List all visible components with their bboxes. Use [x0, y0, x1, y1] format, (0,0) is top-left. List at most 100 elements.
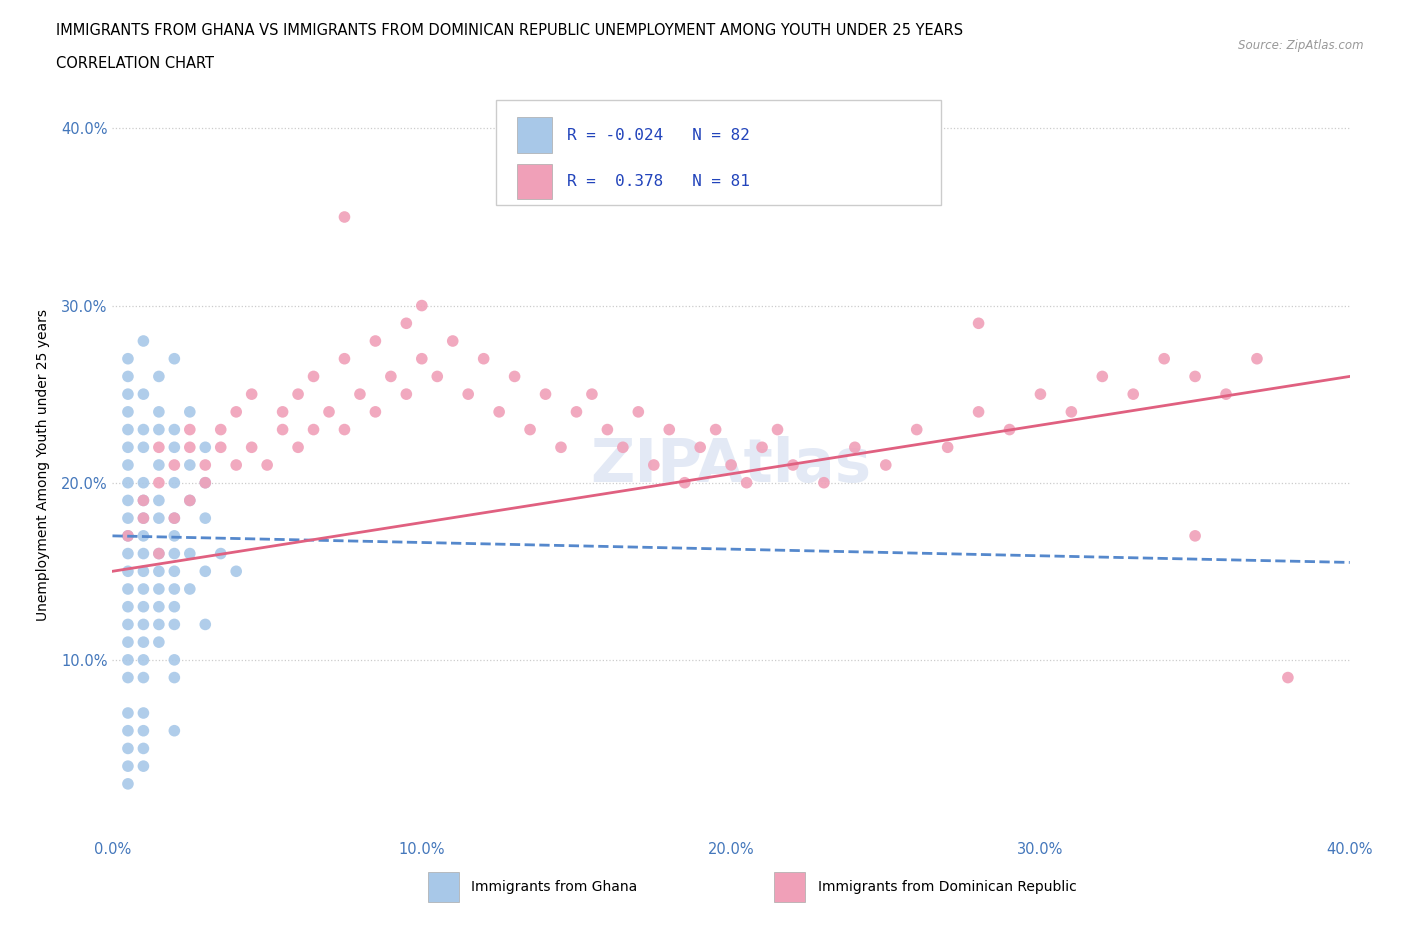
Point	[519, 422, 541, 437]
Point	[488, 405, 510, 419]
Point	[132, 634, 155, 649]
Point	[148, 634, 170, 649]
Point	[673, 475, 696, 490]
Point	[225, 405, 247, 419]
Point	[179, 405, 201, 419]
Point	[117, 458, 139, 472]
Point	[117, 671, 139, 685]
Point	[117, 475, 139, 490]
Point	[148, 581, 170, 596]
Point	[1184, 369, 1206, 384]
Point	[689, 440, 711, 455]
Point	[333, 422, 356, 437]
Point	[163, 458, 186, 472]
Point	[163, 671, 186, 685]
Point	[194, 617, 217, 631]
Point	[194, 564, 217, 578]
Point	[117, 653, 139, 668]
Point	[148, 599, 170, 614]
Point	[179, 581, 201, 596]
Point	[163, 475, 186, 490]
Point	[967, 316, 990, 331]
Point	[411, 299, 433, 313]
Point	[967, 405, 990, 419]
Point	[132, 581, 155, 596]
Text: IMMIGRANTS FROM GHANA VS IMMIGRANTS FROM DOMINICAN REPUBLIC UNEMPLOYMENT AMONG Y: IMMIGRANTS FROM GHANA VS IMMIGRANTS FROM…	[56, 23, 963, 38]
Point	[117, 759, 139, 774]
Point	[380, 369, 402, 384]
Point	[751, 440, 773, 455]
Point	[148, 493, 170, 508]
Point	[844, 440, 866, 455]
Point	[209, 440, 232, 455]
Point	[395, 316, 418, 331]
Point	[1277, 671, 1299, 685]
Point	[132, 599, 155, 614]
Point	[225, 564, 247, 578]
Point	[132, 759, 155, 774]
Point	[194, 475, 217, 490]
Point	[271, 405, 294, 419]
Point	[813, 475, 835, 490]
Point	[209, 546, 232, 561]
Text: Immigrants from Dominican Republic: Immigrants from Dominican Republic	[818, 880, 1077, 894]
Point	[163, 511, 186, 525]
Point	[1184, 528, 1206, 543]
Point	[735, 475, 758, 490]
Point	[627, 405, 650, 419]
Point	[132, 528, 155, 543]
Point	[163, 653, 186, 668]
Point	[441, 334, 464, 349]
Point	[117, 369, 139, 384]
Point	[117, 599, 139, 614]
Point	[148, 422, 170, 437]
FancyBboxPatch shape	[496, 100, 942, 205]
Point	[658, 422, 681, 437]
Point	[302, 422, 325, 437]
Bar	[517, 117, 551, 153]
Point	[163, 617, 186, 631]
Bar	[517, 164, 551, 199]
Point	[1153, 352, 1175, 366]
Point	[132, 617, 155, 631]
Point	[1060, 405, 1083, 419]
Point	[194, 440, 217, 455]
Point	[287, 387, 309, 402]
Point	[179, 493, 201, 508]
Point	[117, 777, 139, 791]
Point	[720, 458, 742, 472]
Point	[132, 653, 155, 668]
Point	[148, 511, 170, 525]
Point	[163, 352, 186, 366]
Point	[117, 634, 139, 649]
Point	[132, 564, 155, 578]
Point	[472, 352, 495, 366]
Point	[194, 475, 217, 490]
Point	[256, 458, 278, 472]
Point	[132, 422, 155, 437]
Point	[132, 724, 155, 738]
Point	[782, 458, 804, 472]
Point	[179, 440, 201, 455]
Point	[287, 440, 309, 455]
Point	[240, 387, 263, 402]
Point	[225, 458, 247, 472]
Point	[163, 528, 186, 543]
Point	[132, 440, 155, 455]
Point	[179, 493, 201, 508]
Point	[132, 671, 155, 685]
Point	[302, 369, 325, 384]
Point	[132, 475, 155, 490]
Point	[148, 546, 170, 561]
Point	[148, 475, 170, 490]
Text: Immigrants from Ghana: Immigrants from Ghana	[471, 880, 637, 894]
Point	[132, 511, 155, 525]
Point	[411, 352, 433, 366]
Point	[117, 528, 139, 543]
Point	[1246, 352, 1268, 366]
Point	[1215, 387, 1237, 402]
Point	[581, 387, 603, 402]
Point	[163, 511, 186, 525]
Point	[612, 440, 634, 455]
Point	[240, 440, 263, 455]
